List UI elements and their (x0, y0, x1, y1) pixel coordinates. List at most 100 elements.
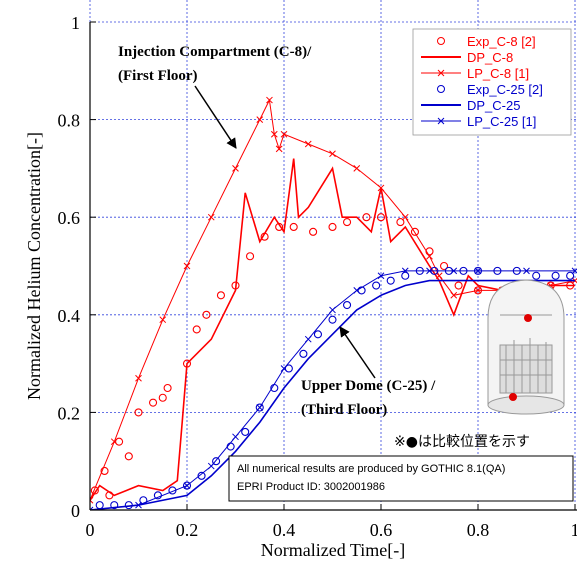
data-point (329, 150, 336, 158)
data-point (439, 261, 449, 271)
data-point (182, 481, 192, 490)
data-point (426, 267, 433, 275)
data-point (304, 140, 312, 148)
data-point (232, 433, 239, 441)
x-tick-label: 0 (86, 520, 95, 540)
data-point (474, 287, 482, 294)
x-tick-label: 0.8 (467, 520, 490, 540)
data-point (226, 442, 235, 451)
data-point (353, 287, 361, 294)
data-point (124, 452, 133, 461)
data-point (241, 427, 250, 436)
annotation-arrow (339, 326, 376, 379)
x-tick-label: 0.4 (273, 520, 296, 540)
x-tick-label: 0.6 (370, 520, 393, 540)
legend-label: LP_C-25 [1] (467, 114, 536, 129)
y-tick-label: 0 (71, 501, 80, 521)
legend-label: LP_C-8 [1] (467, 66, 529, 81)
data-point (289, 222, 298, 232)
data-point (135, 374, 142, 382)
y-tick-label: 0.4 (58, 306, 81, 326)
legend-swatch (437, 85, 445, 93)
data-point (149, 398, 158, 407)
data-point (401, 213, 409, 221)
y-axis-label: Normalized Helium Concentration[-] (24, 132, 44, 400)
note-line: All numerical results are produced by GO… (237, 463, 505, 475)
data-point (135, 501, 142, 509)
data-point (450, 267, 458, 275)
data-point (523, 267, 530, 275)
data-point (571, 267, 577, 275)
data-point (551, 271, 560, 280)
x-tick-label: 0.2 (176, 520, 199, 540)
y-tick-label: 0.2 (58, 403, 81, 423)
data-point (183, 262, 191, 270)
inset-illustration (487, 279, 565, 415)
data-point (256, 404, 264, 411)
data-point (410, 227, 420, 236)
data-point (90, 506, 94, 510)
data-point (313, 330, 323, 339)
y-tick-label: 1 (71, 13, 80, 33)
annotation: (First Floor) (118, 68, 198, 84)
data-point (328, 222, 337, 232)
data-point (266, 96, 273, 104)
data-point (183, 482, 191, 489)
annotation: ※●は比較位置を示す (394, 434, 530, 450)
annotation: Upper Dome (C-25) / (301, 378, 436, 394)
data-point (212, 457, 221, 466)
legend-label: DP_C-25 (467, 98, 520, 113)
data-point (426, 252, 433, 260)
data-point (100, 466, 109, 476)
data-point (342, 218, 352, 227)
data-point (401, 267, 409, 275)
legend-swatch (437, 37, 445, 45)
data-point (280, 365, 288, 372)
data-point (275, 145, 283, 153)
data-point (377, 184, 385, 192)
annotation: Injection Compartment (C-8)/ (118, 44, 312, 60)
data-point (386, 276, 395, 285)
data-point (372, 281, 381, 290)
data-point (110, 438, 118, 446)
data-point (329, 306, 336, 314)
data-point (342, 300, 352, 310)
data-point (115, 437, 124, 446)
data-point (284, 364, 293, 373)
note-line: EPRI Product ID: 3002001986 (237, 481, 385, 493)
data-point (197, 471, 206, 480)
data-point (328, 315, 337, 324)
data-point (216, 291, 225, 300)
note-box (228, 455, 574, 502)
data-point (357, 286, 366, 295)
y-tick-label: 0.8 (58, 111, 81, 131)
x-tick-label: 1 (571, 520, 577, 540)
legend-swatch (437, 117, 445, 125)
data-point (566, 271, 575, 280)
data-point (95, 501, 104, 510)
data-point (110, 501, 119, 510)
data-point (396, 218, 405, 227)
data-point (474, 267, 482, 275)
data-point (270, 130, 278, 138)
y-tick-label: 0.6 (58, 208, 81, 228)
data-point (163, 383, 172, 393)
data-point (159, 316, 167, 324)
data-point (246, 252, 255, 261)
data-point (377, 272, 385, 280)
data-point (207, 462, 215, 470)
legend: Exp_C-8 [2]DP_C-8LP_C-8 [1]Exp_C-25 [2]D… (412, 28, 572, 136)
annotation-arrow (194, 85, 237, 149)
data-point (202, 310, 211, 319)
legend-box (412, 28, 572, 136)
data-point (353, 165, 361, 172)
data-point (232, 165, 239, 172)
data-point (280, 130, 288, 138)
data-point (207, 213, 215, 221)
data-point (435, 272, 443, 280)
data-point (532, 271, 541, 280)
legend-label: Exp_C-25 [2] (467, 82, 543, 97)
data-point (454, 281, 463, 290)
